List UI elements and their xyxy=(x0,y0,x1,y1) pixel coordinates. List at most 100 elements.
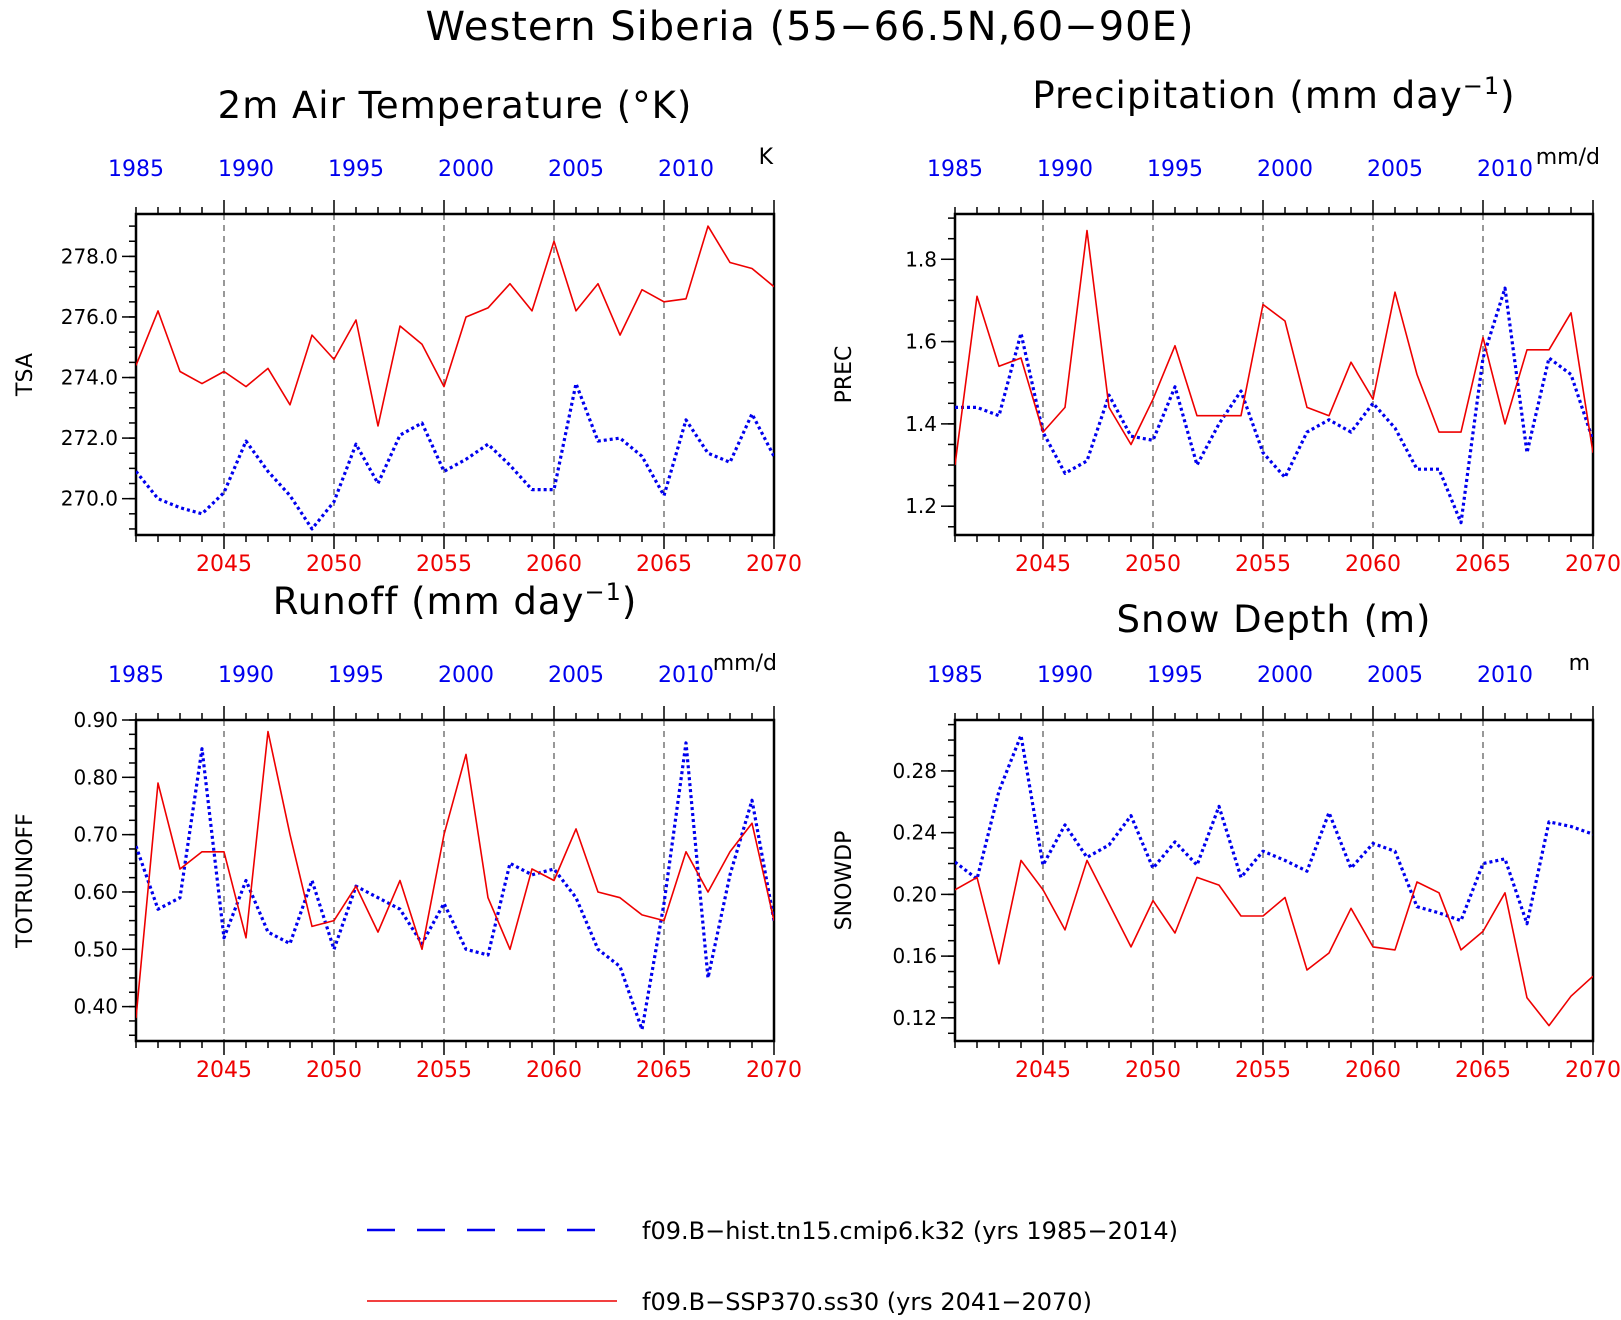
x-tick-label-top: 2005 xyxy=(1367,157,1423,182)
x-tick-label-top: 1990 xyxy=(1037,157,1093,182)
x-tick-label-top: 1985 xyxy=(108,663,164,688)
series-line-ssp xyxy=(955,859,1593,1027)
series-line-hist xyxy=(136,382,774,531)
x-tick-label-top: 2005 xyxy=(548,157,604,182)
y-tick-label: 0.60 xyxy=(73,880,118,904)
x-tick-label-top: 1985 xyxy=(927,663,983,688)
panel-title-sup: −1 xyxy=(584,578,621,606)
unit-label: mm/d xyxy=(713,651,777,676)
chart-panel-1: Precipitation (mm day−1) mm/d 2045 2050 2055… xyxy=(832,72,1621,577)
series-line-ssp xyxy=(955,229,1593,466)
x-tick-label-bottom: 2045 xyxy=(196,552,252,577)
y-tick-label: 272.0 xyxy=(61,426,118,450)
x-tick-label-bottom: 2045 xyxy=(1015,1058,1071,1083)
panel-title-text: 2m Air Temperature (°K) xyxy=(218,84,693,127)
x-tick-label-bottom: 2070 xyxy=(746,552,802,577)
series-line-hist xyxy=(955,733,1593,926)
unit-label: K xyxy=(759,145,774,170)
y-tick-label: 1.6 xyxy=(905,330,937,354)
chart-panel-3: Snow Depth (m) m 2045 2050 2055 2060 2065 2070 1… xyxy=(832,598,1621,1083)
y-tick-label: 0.40 xyxy=(73,995,118,1019)
y-tick-label: 1.2 xyxy=(905,494,937,518)
panel-title-text: Snow Depth (m) xyxy=(1117,598,1432,641)
x-tick-label-top: 2000 xyxy=(1257,157,1313,182)
unit-label: m xyxy=(1569,651,1590,676)
figure-title: Western Siberia (55−66.5N,60−90E) xyxy=(426,4,1195,50)
x-tick-label-top: 2010 xyxy=(658,663,714,688)
y-axis-label: TOTRUNOFF xyxy=(13,813,38,949)
y-tick-label: 1.8 xyxy=(905,247,937,271)
series-line-hist xyxy=(136,741,774,1032)
x-tick-label-top: 2000 xyxy=(438,157,494,182)
x-tick-label-top: 1985 xyxy=(108,157,164,182)
x-tick-label-top: 2000 xyxy=(1257,663,1313,688)
x-tick-label-top: 2010 xyxy=(1477,157,1533,182)
plot-frame xyxy=(134,718,776,1043)
x-tick-label-top: 1995 xyxy=(1147,157,1203,182)
x-tick-label-top: 1990 xyxy=(218,663,274,688)
y-axis-label: SNOWDP xyxy=(832,831,857,931)
panel-title-text: Precipitation (mm day xyxy=(1032,74,1462,117)
panel-title: Snow Depth (m) xyxy=(1117,598,1432,641)
x-tick-label-bottom: 2070 xyxy=(1565,552,1621,577)
x-tick-label-bottom: 2065 xyxy=(636,552,692,577)
x-tick-label-bottom: 2050 xyxy=(1125,552,1181,577)
y-tick-label: 0.50 xyxy=(73,937,118,961)
x-tick-label-top: 2005 xyxy=(1367,663,1423,688)
x-tick-label-top: 1995 xyxy=(328,157,384,182)
y-tick-label: 0.20 xyxy=(892,882,937,906)
x-tick-label-top: 1990 xyxy=(1037,663,1093,688)
plot-frame xyxy=(953,212,1595,537)
x-tick-label-bottom: 2070 xyxy=(1565,1058,1621,1083)
x-tick-label-bottom: 2050 xyxy=(306,1058,362,1083)
plot-frame xyxy=(134,212,776,537)
y-tick-label: 274.0 xyxy=(61,366,118,390)
x-tick-label-top: 2010 xyxy=(658,157,714,182)
legend: f09.B−hist.tn15.cmip6.k32 (yrs 1985−2014… xyxy=(367,1217,1178,1316)
x-tick-label-bottom: 2065 xyxy=(1455,1058,1511,1083)
x-tick-label-bottom: 2065 xyxy=(1455,552,1511,577)
x-tick-label-top: 1995 xyxy=(1147,663,1203,688)
x-tick-label-top: 1990 xyxy=(218,157,274,182)
x-tick-label-bottom: 2055 xyxy=(416,1058,472,1083)
y-tick-label: 1.4 xyxy=(905,412,937,436)
panel-title: 2m Air Temperature (°K) xyxy=(218,84,693,127)
x-tick-label-bottom: 2055 xyxy=(1235,1058,1291,1083)
plot-frame xyxy=(953,718,1595,1043)
y-tick-label: 0.28 xyxy=(892,759,937,783)
y-tick-label: 276.0 xyxy=(61,305,118,329)
x-tick-label-bottom: 2070 xyxy=(746,1058,802,1083)
x-tick-label-bottom: 2060 xyxy=(526,552,582,577)
panel-title-suffix: ) xyxy=(1500,74,1515,117)
panel-title-suffix: ) xyxy=(622,580,637,623)
x-tick-label-bottom: 2060 xyxy=(1345,1058,1401,1083)
x-tick-label-top: 2005 xyxy=(548,663,604,688)
panel-title-text: Runoff (mm day xyxy=(273,580,585,623)
chart-panel-2: Runoff (mm day−1) mm/d 2045 2050 2055 2060 206… xyxy=(13,578,802,1083)
x-tick-label-bottom: 2050 xyxy=(1125,1058,1181,1083)
x-tick-label-bottom: 2055 xyxy=(1235,552,1291,577)
y-tick-label: 0.24 xyxy=(892,821,937,845)
panel-title: Runoff (mm day−1) xyxy=(273,578,638,623)
x-tick-label-bottom: 2060 xyxy=(1345,552,1401,577)
y-tick-label: 270.0 xyxy=(61,487,118,511)
y-tick-label: 0.90 xyxy=(73,708,118,732)
series-line-ssp xyxy=(136,730,774,1019)
legend-label-hist: f09.B−hist.tn15.cmip6.k32 (yrs 1985−2014… xyxy=(642,1217,1178,1245)
x-tick-label-top: 2000 xyxy=(438,663,494,688)
x-tick-label-bottom: 2045 xyxy=(1015,552,1071,577)
x-tick-label-bottom: 2065 xyxy=(636,1058,692,1083)
y-tick-label: 0.16 xyxy=(892,944,937,968)
series-line-ssp xyxy=(136,225,774,427)
y-tick-label: 0.70 xyxy=(73,823,118,847)
y-tick-label: 278.0 xyxy=(61,244,118,268)
y-axis-label: TSA xyxy=(13,353,38,397)
series-line-hist xyxy=(955,286,1593,525)
x-tick-label-top: 1995 xyxy=(328,663,384,688)
chart-panel-0: 2m Air Temperature (°K) K 2045 2050 2055 2060… xyxy=(13,84,802,577)
x-tick-label-bottom: 2060 xyxy=(526,1058,582,1083)
x-tick-label-top: 2010 xyxy=(1477,663,1533,688)
y-tick-label: 0.80 xyxy=(73,765,118,789)
legend-label-ssp: f09.B−SSP370.ss30 (yrs 2041−2070) xyxy=(642,1288,1092,1316)
panel-title: Precipitation (mm day−1) xyxy=(1032,72,1515,117)
